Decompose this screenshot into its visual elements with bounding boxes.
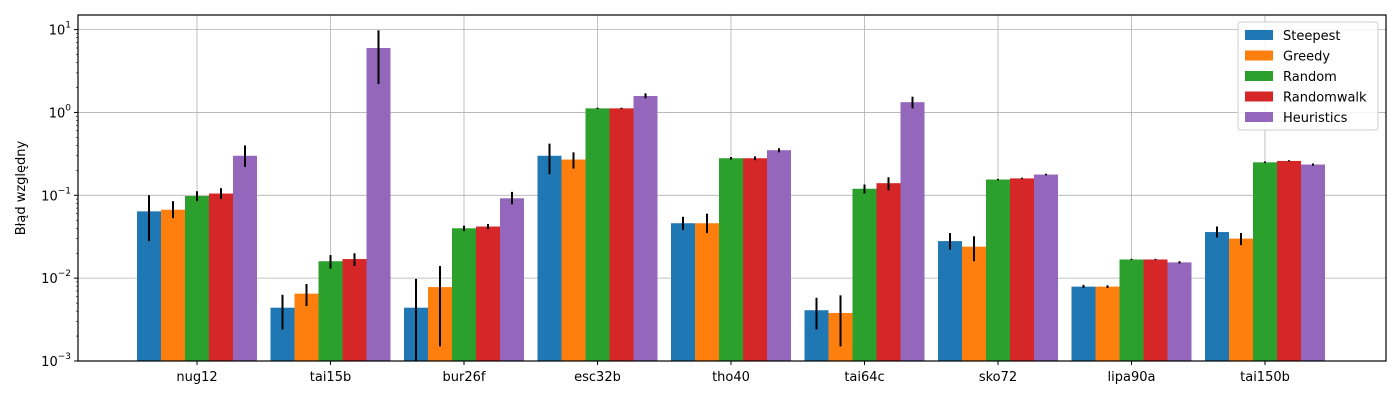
bar-greedy bbox=[161, 209, 185, 361]
bar-randomwalk bbox=[476, 226, 500, 361]
y-axis-label: Błąd względny bbox=[14, 140, 29, 235]
x-tick-label: lipa90a bbox=[1108, 370, 1156, 385]
x-tick-label: bur26f bbox=[443, 370, 486, 385]
legend-swatch bbox=[1245, 91, 1273, 102]
plot-frame bbox=[77, 14, 1387, 362]
bar-randomwalk bbox=[209, 193, 233, 361]
bar-heuristics bbox=[767, 150, 791, 361]
bar-heuristics bbox=[500, 198, 524, 361]
axes: nug12 tai15b bur26f esc32b tho40 tai64c sko72 l… bbox=[41, 21, 1290, 385]
x-tick-label: sko72 bbox=[979, 370, 1017, 385]
legend-swatch bbox=[1245, 112, 1273, 122]
bar-heuristics bbox=[900, 102, 925, 361]
bar-random bbox=[318, 261, 343, 361]
bar-heuristics bbox=[1034, 174, 1058, 361]
bar-random bbox=[1253, 162, 1277, 361]
bar-random bbox=[452, 228, 476, 361]
bar-heuristics bbox=[633, 95, 658, 361]
bar-heuristics bbox=[366, 47, 391, 361]
x-tick-label: tai64c bbox=[844, 370, 884, 385]
y-tick-label: 101 bbox=[49, 21, 71, 39]
legend-label: Randomwalk bbox=[1283, 91, 1367, 106]
bar-randomwalk bbox=[876, 183, 901, 361]
bar-steepest bbox=[537, 155, 562, 361]
legend-label: Steepest bbox=[1283, 29, 1340, 44]
y-tick-label: 100 bbox=[49, 103, 72, 121]
legend-label: Random bbox=[1283, 70, 1337, 85]
x-tick-label: esc32b bbox=[574, 370, 621, 385]
bar-greedy bbox=[1229, 238, 1253, 361]
bar-random bbox=[585, 108, 610, 361]
x-tick-label: nug12 bbox=[176, 370, 217, 385]
legend-swatch bbox=[1245, 71, 1273, 81]
bar-steepest bbox=[1071, 286, 1096, 361]
y-tick-label: 10−2 bbox=[41, 269, 71, 287]
legend-box bbox=[1237, 21, 1379, 131]
legend-swatch bbox=[1245, 30, 1273, 40]
legend: Steepest Greedy Random Randomwalk Heuristics bbox=[1237, 21, 1379, 131]
bar-random bbox=[986, 179, 1010, 361]
bars bbox=[137, 47, 1325, 361]
bar-randomwalk bbox=[1143, 259, 1168, 361]
x-tick-label: tai150b bbox=[1240, 370, 1290, 385]
y-tick-label: 10−3 bbox=[41, 352, 71, 370]
bar-random bbox=[719, 158, 743, 361]
bar-randomwalk bbox=[1277, 160, 1301, 361]
bar-steepest bbox=[938, 241, 962, 361]
bar-heuristics bbox=[233, 155, 257, 361]
bar-random bbox=[1119, 259, 1144, 361]
bar-random bbox=[852, 188, 877, 361]
bar-greedy bbox=[561, 159, 586, 361]
bar-heuristics bbox=[1167, 262, 1192, 361]
bar-steepest bbox=[671, 223, 695, 361]
bar-randomwalk bbox=[743, 158, 767, 361]
bar-steepest bbox=[1205, 232, 1229, 361]
legend-label: Heuristics bbox=[1283, 111, 1348, 126]
legend-swatch bbox=[1245, 50, 1273, 61]
x-tick-label: tai15b bbox=[310, 370, 351, 385]
bar-greedy bbox=[695, 223, 719, 361]
bar-randomwalk bbox=[1010, 178, 1034, 361]
x-tick-label: tho40 bbox=[712, 370, 750, 385]
y-tick-label: 10−1 bbox=[41, 186, 71, 204]
bar-greedy bbox=[962, 246, 986, 361]
legend-label: Greedy bbox=[1283, 50, 1330, 65]
bar-randomwalk bbox=[342, 259, 367, 361]
error-bars bbox=[148, 30, 1314, 361]
bar-greedy bbox=[1095, 286, 1120, 361]
bar-heuristics bbox=[1301, 164, 1325, 361]
bar-random bbox=[185, 196, 209, 361]
bar-randomwalk bbox=[609, 108, 634, 361]
